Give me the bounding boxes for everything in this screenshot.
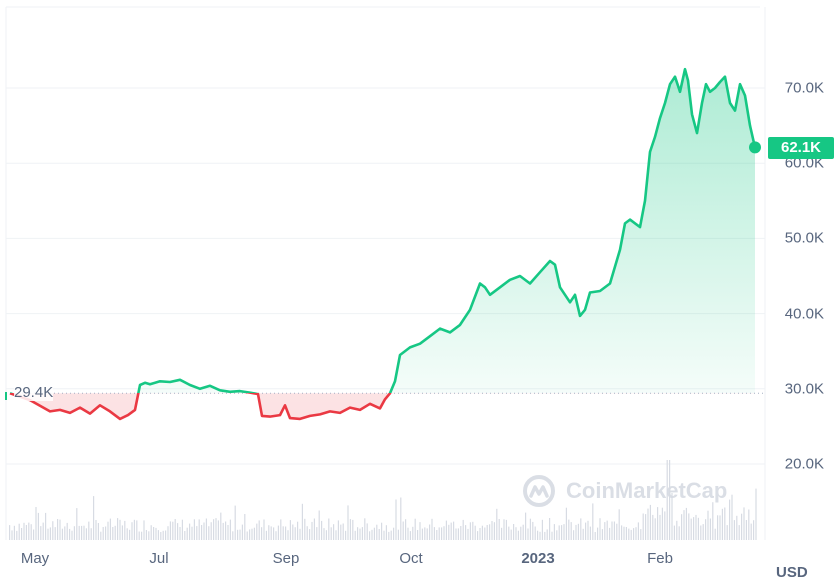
reference-price-label: 29.4K: [14, 384, 54, 402]
x-axis-label: Sep: [272, 550, 300, 567]
current-price-dot[interactable]: [749, 141, 761, 154]
watermark-text: CoinMarketCap: [566, 478, 728, 503]
coinmarketcap-watermark: CoinMarketCap: [522, 474, 727, 508]
y-axis-label: 70.0K: [784, 79, 824, 97]
y-axis-label: 20.0K: [784, 455, 824, 473]
price-area-fill: [10, 69, 755, 419]
x-axis-label: 2023: [521, 550, 555, 567]
x-axis-label: Feb: [647, 550, 673, 567]
current-price-badge: 62.1K: [768, 137, 834, 159]
x-axis-label: May: [20, 550, 50, 567]
y-axis-label: 50.0K: [784, 229, 824, 247]
chart-frame: [5, 6, 766, 540]
currency-label: USD: [776, 564, 808, 581]
price-line[interactable]: [9, 67, 757, 421]
y-axis-label: 30.0K: [784, 380, 824, 398]
volume-bars: [9, 460, 757, 540]
grid-lines: [6, 87, 765, 465]
coinmarketcap-logo-icon: [523, 475, 555, 507]
y-axis-label: 40.0K: [784, 305, 824, 323]
x-axis-label: Oct: [399, 550, 423, 567]
x-axis-label: Jul: [149, 550, 169, 567]
